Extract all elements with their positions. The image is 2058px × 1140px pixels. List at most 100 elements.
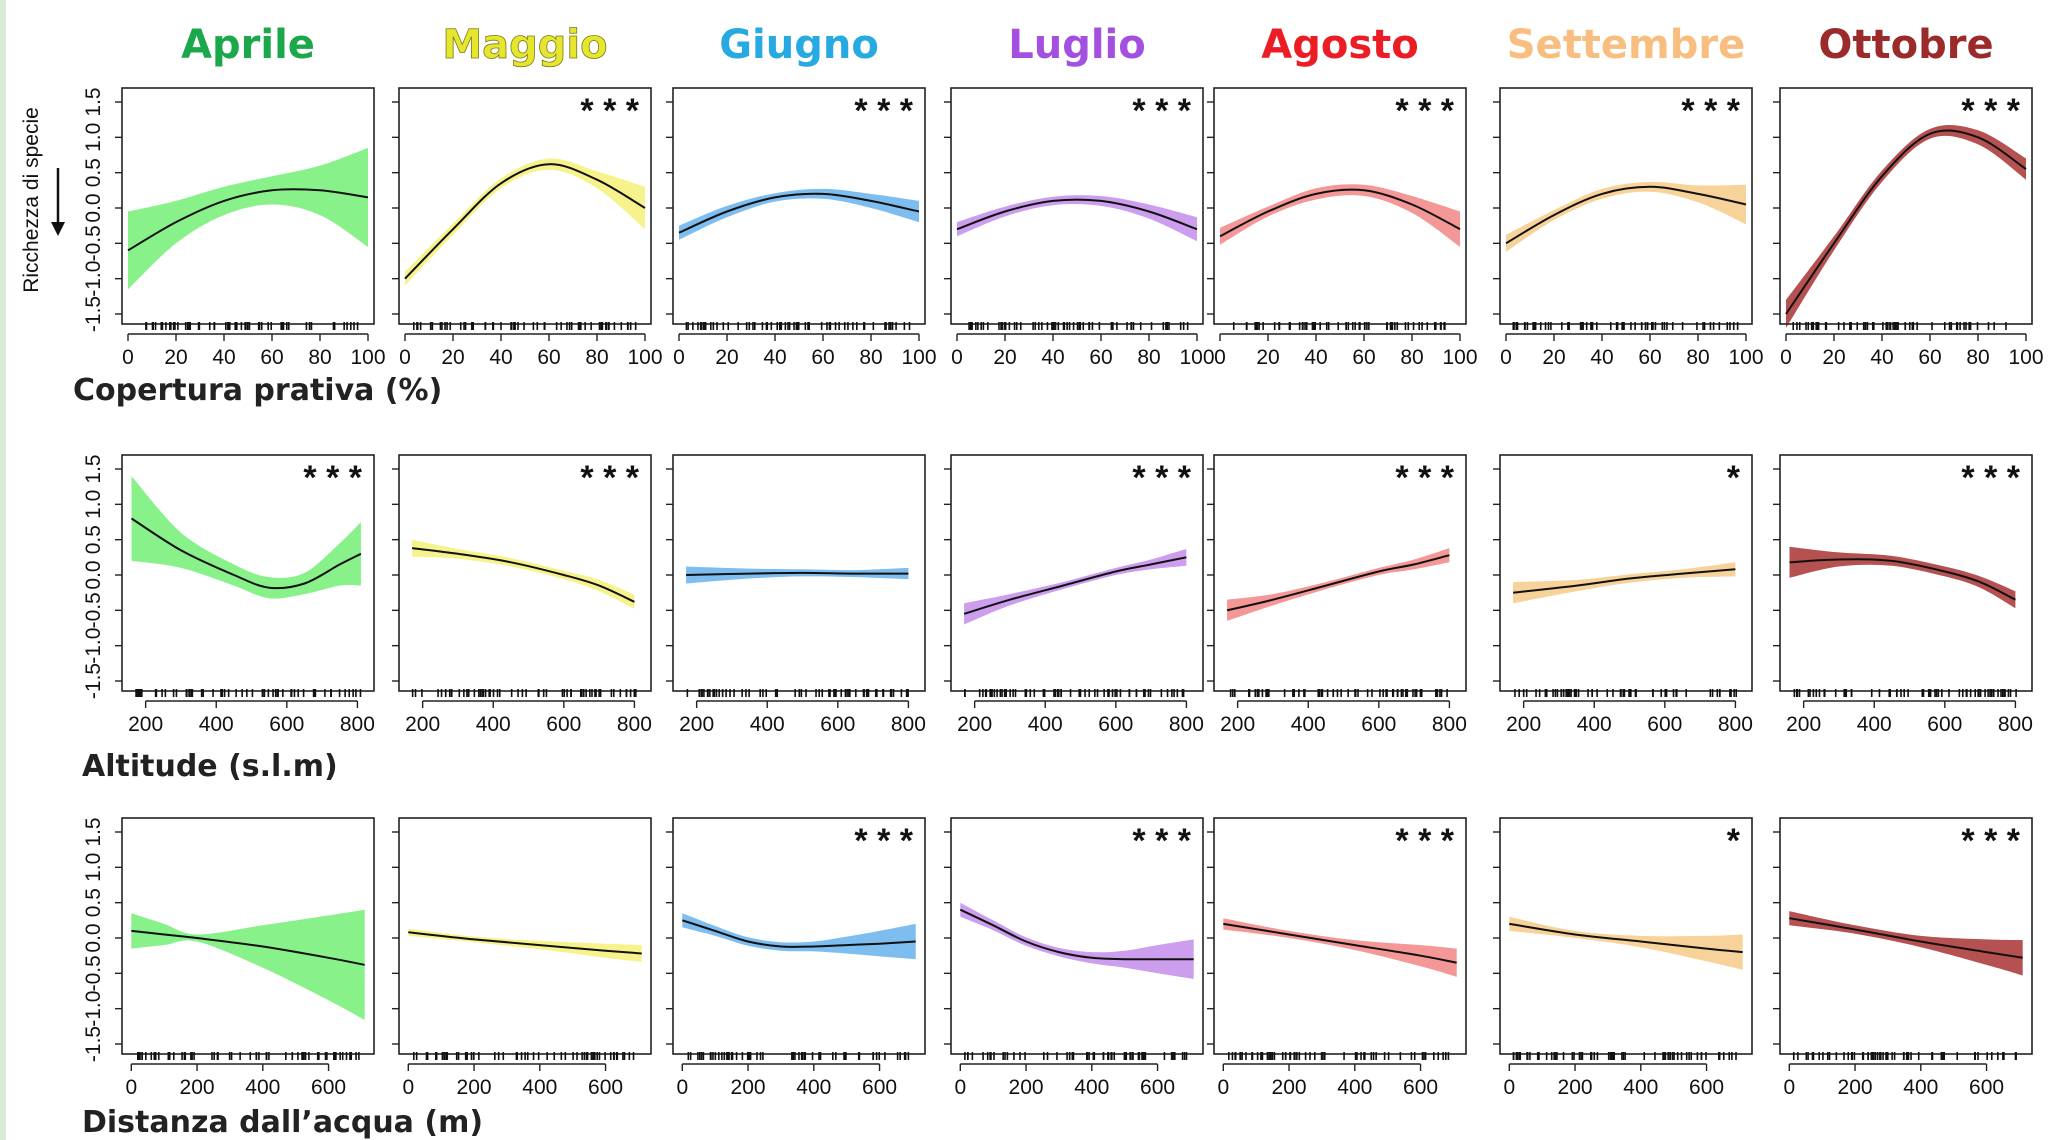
- confidence-band-giugno: [686, 566, 909, 584]
- panel-r2-aprile: -1.5-1.0-0.5 0.0 0.5 1.0 1.5 200 400 600 800 * * …: [82, 454, 375, 736]
- confidence-band-settembre: [1506, 181, 1746, 252]
- x-tick-label: 200: [457, 1076, 492, 1099]
- significance-label: * * *: [1395, 822, 1454, 860]
- x-tick-label: 200: [1009, 1076, 1044, 1099]
- month-title-maggio: Maggio: [442, 22, 607, 68]
- x-tick-label: 60: [537, 346, 560, 369]
- panel-frame: [950, 817, 1204, 1055]
- panel-frame: [1213, 87, 1467, 325]
- rug-marks: [1232, 322, 1446, 330]
- x-tick-label: 80: [1966, 346, 1989, 369]
- x-tick-label: 600: [1403, 1076, 1438, 1099]
- y-tick-label: -0.5: [82, 225, 105, 261]
- fit-line-aprile: [131, 929, 365, 966]
- x-tick-label: 0: [1503, 1076, 1515, 1099]
- panel-frame: [121, 454, 375, 692]
- x-tick-label: 200: [731, 1076, 766, 1099]
- x-tick-label: 400: [199, 713, 234, 736]
- x-axis-title-row-2: Altitude (s.l.m): [82, 749, 338, 784]
- fit-line-giugno: [678, 192, 920, 234]
- x-tick-label: 200: [1558, 1076, 1593, 1099]
- rug-marks: [1792, 1052, 2017, 1060]
- x-tick-label: 80: [1137, 346, 1160, 369]
- significance-label: * * *: [580, 92, 639, 130]
- x-tick-label: 200: [405, 713, 440, 736]
- rug-marks: [686, 689, 909, 697]
- y-tick-label: -1.5: [82, 296, 105, 332]
- fit-line-ottobre: [1785, 129, 2027, 315]
- x-tick-label: 100: [2008, 346, 2043, 369]
- x-axis-title-row-1: Copertura prativa (%): [73, 373, 442, 408]
- x-tick-label: 80: [1400, 346, 1423, 369]
- y-tick-label: 0.0: [82, 193, 105, 222]
- rug-marks: [1512, 1052, 1737, 1060]
- y-tick-label: 0.0: [82, 923, 105, 952]
- panel-r1-settembre: 0 20 40 60 80 100 * * *: [1493, 87, 1764, 369]
- x-tick-label: 20: [1542, 346, 1565, 369]
- panel-r2-giugno: 200 400 600 800: [666, 454, 926, 736]
- rug-marks: [968, 322, 1189, 330]
- panel-frame: [1779, 454, 2033, 692]
- x-tick-label: 0: [676, 1076, 688, 1099]
- x-tick-label: 800: [1998, 713, 2033, 736]
- x-tick-label: 60: [1352, 346, 1375, 369]
- x-tick-label: 40: [212, 346, 235, 369]
- panel-r1-luglio: 0 20 40 60 80 100 * * *: [944, 87, 1215, 369]
- panel-r2-settembre: 200 400 600 800 *: [1493, 454, 1753, 736]
- x-tick-label: 80: [585, 346, 608, 369]
- rug-marks: [411, 689, 637, 697]
- rug-marks: [687, 1052, 910, 1060]
- x-tick-label: 100: [627, 346, 662, 369]
- x-tick-label: 400: [1074, 1076, 1109, 1099]
- x-tick-label: 80: [1686, 346, 1709, 369]
- significance-label: * * *: [1681, 92, 1740, 130]
- confidence-band-ottobre: [1789, 546, 2016, 609]
- x-tick-label: 400: [1291, 713, 1326, 736]
- y-tick-label: 1.0: [82, 123, 105, 152]
- significance-label: * * *: [1132, 822, 1191, 860]
- x-tick-label: 60: [811, 346, 834, 369]
- panel-frame: [1499, 817, 1753, 1055]
- month-title-giugno: Giugno: [719, 22, 879, 68]
- x-tick-label: 400: [522, 1076, 557, 1099]
- fit-line-agosto: [1226, 554, 1450, 612]
- panel-r1-maggio: 0 20 40 60 80 100 * * *: [392, 87, 663, 369]
- significance-label: * * *: [1961, 459, 2020, 497]
- fit-line-agosto: [1223, 922, 1457, 964]
- y-tick-label: 1.0: [82, 490, 105, 519]
- x-tick-label: 400: [1857, 713, 1892, 736]
- rug-marks: [1792, 322, 2007, 330]
- rug-marks: [1229, 689, 1448, 697]
- panel-r1-agosto: 0 20 40 60 80 100 * * *: [1207, 87, 1478, 369]
- x-tick-label: 100: [1179, 346, 1214, 369]
- x-tick-label: 40: [1304, 346, 1327, 369]
- fit-line-luglio: [956, 198, 1198, 231]
- x-tick-label: 600: [1098, 713, 1133, 736]
- confidence-band-agosto: [1227, 548, 1450, 621]
- x-tick-label: 0: [673, 346, 685, 369]
- fit-line-maggio: [408, 931, 642, 955]
- fit-line-ottobre: [1789, 917, 2023, 959]
- fit-line-maggio: [404, 163, 646, 280]
- panel-frame: [1213, 817, 1467, 1055]
- significance-label: * * *: [1132, 459, 1191, 497]
- confidence-band-maggio: [412, 539, 635, 609]
- rug-marks: [412, 1052, 635, 1060]
- confidence-band-settembre: [1509, 916, 1743, 970]
- x-tick-label: 400: [1028, 713, 1063, 736]
- x-tick-label: 200: [1220, 713, 1255, 736]
- x-tick-label: 40: [1870, 346, 1893, 369]
- y-tick-label: 0.0: [82, 560, 105, 589]
- confidence-band-giugno: [682, 913, 916, 960]
- rug-marks: [685, 322, 911, 330]
- x-tick-label: 20: [441, 346, 464, 369]
- panel-r3-aprile: -1.5-1.0-0.5 0.0 0.5 1.0 1.5 0 200 400 600: [82, 817, 375, 1099]
- x-tick-label: 20: [1256, 346, 1279, 369]
- x-tick-label: 40: [1590, 346, 1613, 369]
- x-tick-label: 20: [993, 346, 1016, 369]
- y-axis-label: Ricchezza di specie: [20, 107, 43, 293]
- fit-line-settembre: [1505, 185, 1747, 245]
- panel-r2-luglio: 200 400 600 800 * * *: [944, 454, 1204, 736]
- y-tick-label: -0.5: [82, 592, 105, 628]
